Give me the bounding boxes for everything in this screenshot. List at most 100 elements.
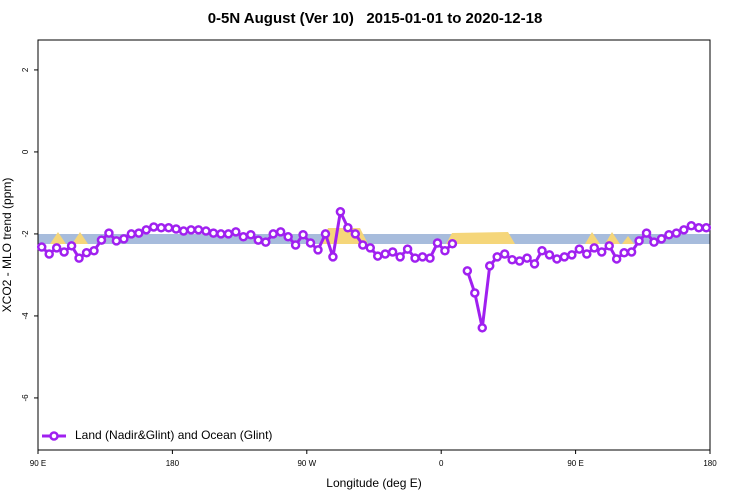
data-point	[425, 253, 435, 263]
data-point	[66, 241, 77, 251]
x-tick-label: 0	[439, 459, 444, 468]
data-point	[567, 250, 577, 260]
data-point	[253, 235, 264, 245]
x-tick-label: 90 E	[30, 459, 46, 468]
data-point	[260, 237, 271, 247]
data-point	[604, 241, 614, 251]
data-point	[656, 234, 667, 244]
data-point	[268, 229, 278, 239]
x-tick-label: 180	[166, 459, 180, 468]
data-point	[163, 223, 174, 233]
data-point	[679, 225, 689, 235]
data-point	[126, 229, 137, 239]
data-point	[350, 229, 361, 239]
data-point	[283, 232, 293, 242]
y-axis-label: XCO2 - MLO trend (ppm)	[0, 178, 14, 313]
data-point	[89, 245, 99, 256]
data-point	[74, 253, 84, 263]
x-tick-label: 90 W	[297, 459, 316, 468]
data-point	[119, 234, 129, 244]
data-point	[104, 228, 114, 238]
data-point	[477, 323, 488, 333]
data-point	[171, 224, 181, 234]
data-point	[641, 228, 652, 238]
data-point	[380, 249, 390, 259]
data-point	[514, 256, 525, 266]
chart-title: 0-5N August (Ver 10) 2015-01-01 to 2020-…	[208, 10, 543, 27]
data-point	[499, 249, 510, 259]
data-point	[96, 235, 107, 245]
data-point	[582, 249, 592, 259]
data-point	[156, 223, 166, 233]
data-point	[507, 255, 517, 265]
ocean-band	[38, 234, 710, 244]
x-tick-label: 90 E	[567, 459, 583, 468]
data-point	[395, 252, 405, 262]
data-point	[365, 243, 376, 253]
data-point	[223, 229, 234, 239]
y-tick-label: -6	[21, 394, 30, 402]
data-point	[148, 222, 159, 232]
x-tick-label: 180	[703, 459, 717, 468]
data-point	[290, 240, 301, 250]
data-point	[231, 227, 241, 237]
data-point	[440, 245, 450, 256]
data-point	[111, 236, 122, 246]
data-point	[649, 237, 659, 247]
data-point	[402, 244, 413, 254]
data-point	[470, 288, 480, 298]
data-point	[358, 240, 368, 250]
data-point	[552, 254, 562, 264]
data-point	[492, 252, 502, 262]
data-point	[529, 259, 540, 269]
data-point	[686, 220, 697, 231]
data-point	[589, 243, 600, 253]
data-point	[671, 228, 682, 238]
data-point	[462, 266, 473, 276]
data-point	[216, 229, 226, 239]
data-point	[596, 247, 607, 257]
data-point	[208, 228, 219, 238]
land-patch	[585, 232, 634, 244]
data-point	[36, 242, 47, 252]
data-point	[417, 252, 428, 262]
data-point	[611, 254, 622, 264]
data-point	[178, 226, 189, 236]
data-point	[634, 236, 644, 246]
data-point	[484, 261, 495, 271]
data-point	[387, 247, 398, 257]
data-point	[701, 223, 712, 233]
data-point	[335, 207, 346, 217]
data-point	[559, 252, 570, 262]
y-tick-label: -4	[21, 312, 30, 320]
data-point	[328, 252, 338, 262]
data-point	[275, 227, 286, 237]
data-point	[447, 239, 458, 249]
data-point	[537, 245, 547, 256]
data-point	[246, 230, 256, 240]
data-point	[626, 247, 637, 257]
data-point	[238, 232, 249, 242]
data-point	[201, 226, 211, 236]
data-point	[432, 238, 443, 248]
data-point	[44, 249, 54, 259]
data-point	[193, 225, 204, 235]
data-point	[59, 247, 69, 257]
y-tick-label: -2	[21, 230, 30, 238]
data-point	[313, 245, 323, 255]
data-point	[298, 230, 308, 240]
data-point	[186, 225, 196, 235]
data-point	[664, 230, 674, 240]
data-point	[51, 243, 62, 253]
data-point	[522, 253, 532, 263]
legend-label: Land (Nadir&Glint) and Ocean (Glint)	[75, 428, 272, 442]
data-point	[141, 225, 152, 235]
y-tick-label: 0	[21, 149, 30, 154]
data-point	[410, 253, 420, 263]
data-point	[134, 228, 144, 238]
data-point	[544, 250, 555, 260]
data-point	[372, 251, 383, 261]
x-axis-label: Longitude (deg E)	[326, 476, 421, 490]
data-point	[574, 244, 585, 254]
